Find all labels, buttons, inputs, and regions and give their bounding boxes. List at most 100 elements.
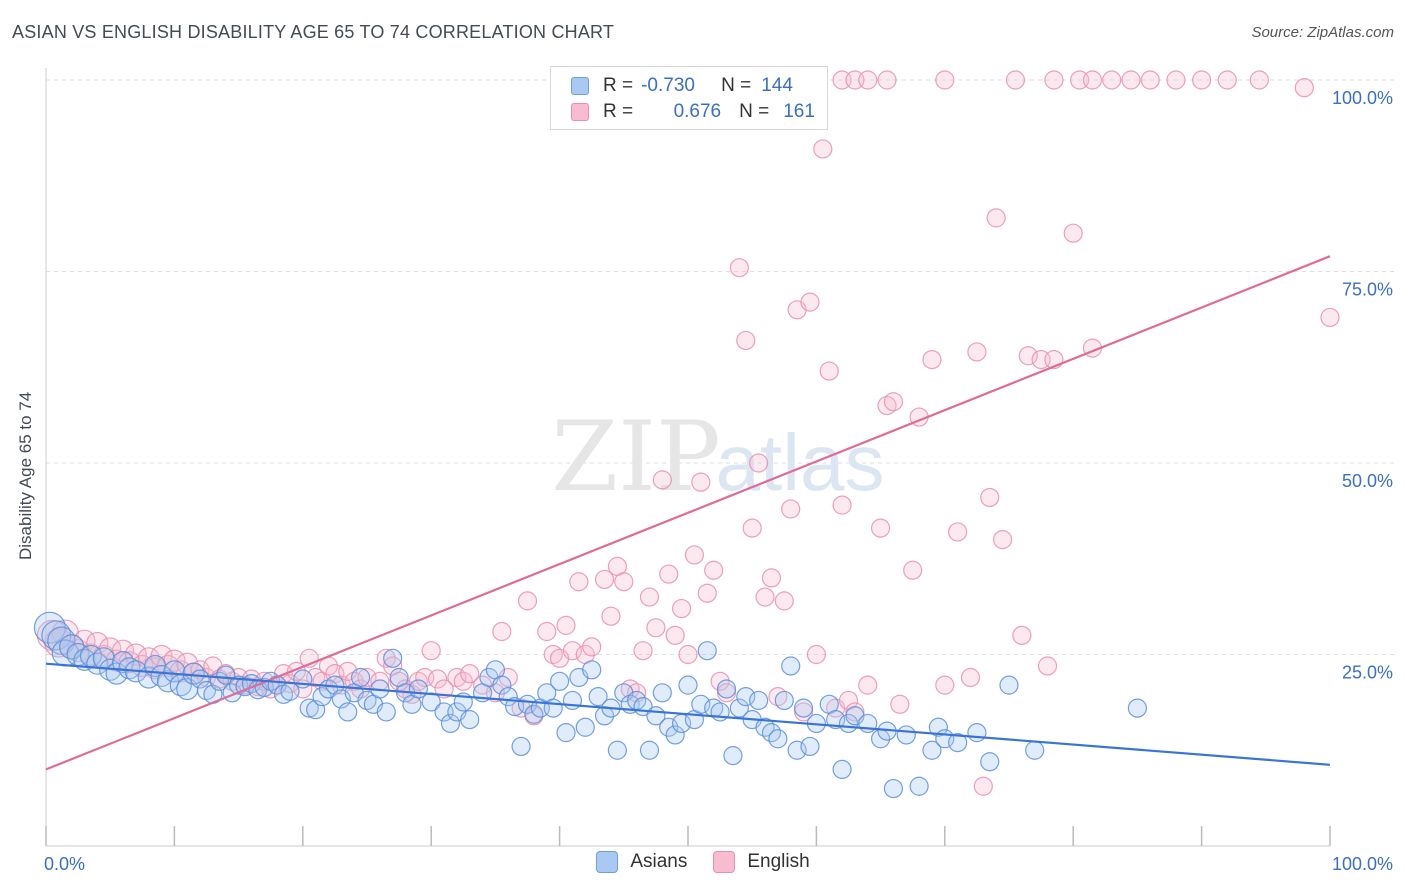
data-point	[1121, 70, 1141, 90]
legend-item-english[interactable]: English	[713, 851, 810, 873]
data-point	[383, 648, 403, 668]
data-point	[517, 591, 538, 611]
data-point	[736, 687, 756, 707]
data-point	[124, 643, 147, 666]
legend-n-value: 161	[783, 101, 815, 122]
data-point	[163, 660, 186, 683]
legend-row-english: R = 0.676 N = 161	[571, 99, 815, 125]
data-point	[922, 740, 942, 760]
data-point	[890, 694, 910, 714]
data-point	[376, 648, 396, 668]
y-tick-label: 75.0%	[1342, 280, 1393, 300]
data-point	[1102, 70, 1122, 90]
data-point	[903, 560, 923, 580]
data-point	[543, 698, 563, 718]
data-point	[1082, 70, 1103, 90]
y-axis-label: Disability Age 65 to 74	[16, 391, 35, 560]
data-point	[723, 746, 743, 766]
legend-label-asians: Asians	[630, 851, 688, 872]
legend-swatch-asians	[571, 77, 589, 95]
data-point	[556, 723, 576, 743]
data-point	[967, 342, 987, 362]
legend-r-label: R =	[603, 75, 634, 96]
axes	[45, 68, 1331, 847]
data-point	[357, 667, 377, 688]
data-point	[562, 690, 583, 711]
data-point	[312, 687, 332, 707]
data-point	[742, 518, 762, 538]
data-point	[1191, 70, 1212, 90]
data-point	[1018, 346, 1038, 366]
data-point	[999, 675, 1019, 695]
data-point	[697, 583, 717, 603]
data-point	[575, 717, 595, 737]
data-point	[678, 644, 698, 665]
data-point	[639, 740, 660, 760]
legend-item-asians[interactable]: Asians	[596, 851, 687, 873]
data-point	[992, 529, 1013, 550]
data-point	[1012, 625, 1032, 645]
data-point	[806, 644, 827, 665]
data-point	[118, 657, 141, 680]
data-point	[601, 606, 621, 626]
data-point	[858, 675, 878, 695]
data-point	[646, 618, 666, 638]
data-point	[691, 694, 711, 714]
data-point	[492, 675, 512, 695]
data-point	[537, 621, 557, 642]
data-point	[549, 671, 570, 691]
data-point	[967, 723, 987, 743]
data-point	[710, 671, 730, 691]
data-point	[858, 70, 878, 90]
legend-swatch-english	[571, 103, 589, 121]
data-point	[729, 698, 749, 718]
data-point	[434, 679, 454, 699]
data-point	[1127, 698, 1148, 718]
data-point	[1249, 70, 1269, 90]
legend-n-value: 144	[761, 75, 793, 96]
data-point	[729, 258, 749, 278]
data-point	[517, 694, 538, 714]
data-point	[768, 729, 788, 749]
data-point	[781, 656, 801, 676]
watermark-atlas: atlas	[716, 418, 885, 507]
data-point	[1320, 307, 1340, 328]
data-point	[877, 70, 897, 90]
data-point	[582, 660, 602, 680]
chart-title: ASIAN VS ENGLISH DISABILITY AGE 65 TO 74…	[12, 22, 615, 42]
data-point	[826, 710, 846, 730]
data-point	[216, 665, 236, 685]
data-point	[986, 208, 1006, 228]
legend-n-label: N =	[739, 101, 770, 122]
trend-line-english	[45, 255, 1331, 771]
data-point	[755, 587, 775, 607]
data-point	[813, 139, 833, 159]
data-point	[492, 621, 512, 642]
data-point	[1044, 70, 1064, 90]
data-point	[639, 587, 660, 607]
data-point	[973, 776, 993, 796]
data-point	[671, 598, 692, 619]
data-point	[883, 778, 904, 799]
legend-r-label: R =	[603, 101, 634, 122]
data-point	[652, 470, 672, 490]
data-point	[1063, 223, 1083, 243]
legend-label-english: English	[747, 851, 810, 872]
data-point	[338, 702, 358, 722]
data-point	[684, 545, 705, 565]
data-point	[421, 641, 441, 661]
data-point	[800, 736, 820, 757]
trend-lines	[45, 255, 1331, 771]
data-point	[111, 651, 135, 674]
legend-r-value: -0.730	[641, 75, 695, 96]
data-point	[781, 499, 801, 519]
data-point	[350, 667, 371, 688]
source-label: Source: ZipAtlas.com	[1251, 24, 1394, 41]
data-point	[569, 572, 589, 592]
data-point	[652, 683, 672, 703]
data-point	[299, 698, 319, 718]
data-point	[935, 70, 955, 90]
data-point	[453, 671, 473, 691]
series-legend: Asians English	[0, 851, 1406, 873]
data-point	[922, 349, 942, 370]
